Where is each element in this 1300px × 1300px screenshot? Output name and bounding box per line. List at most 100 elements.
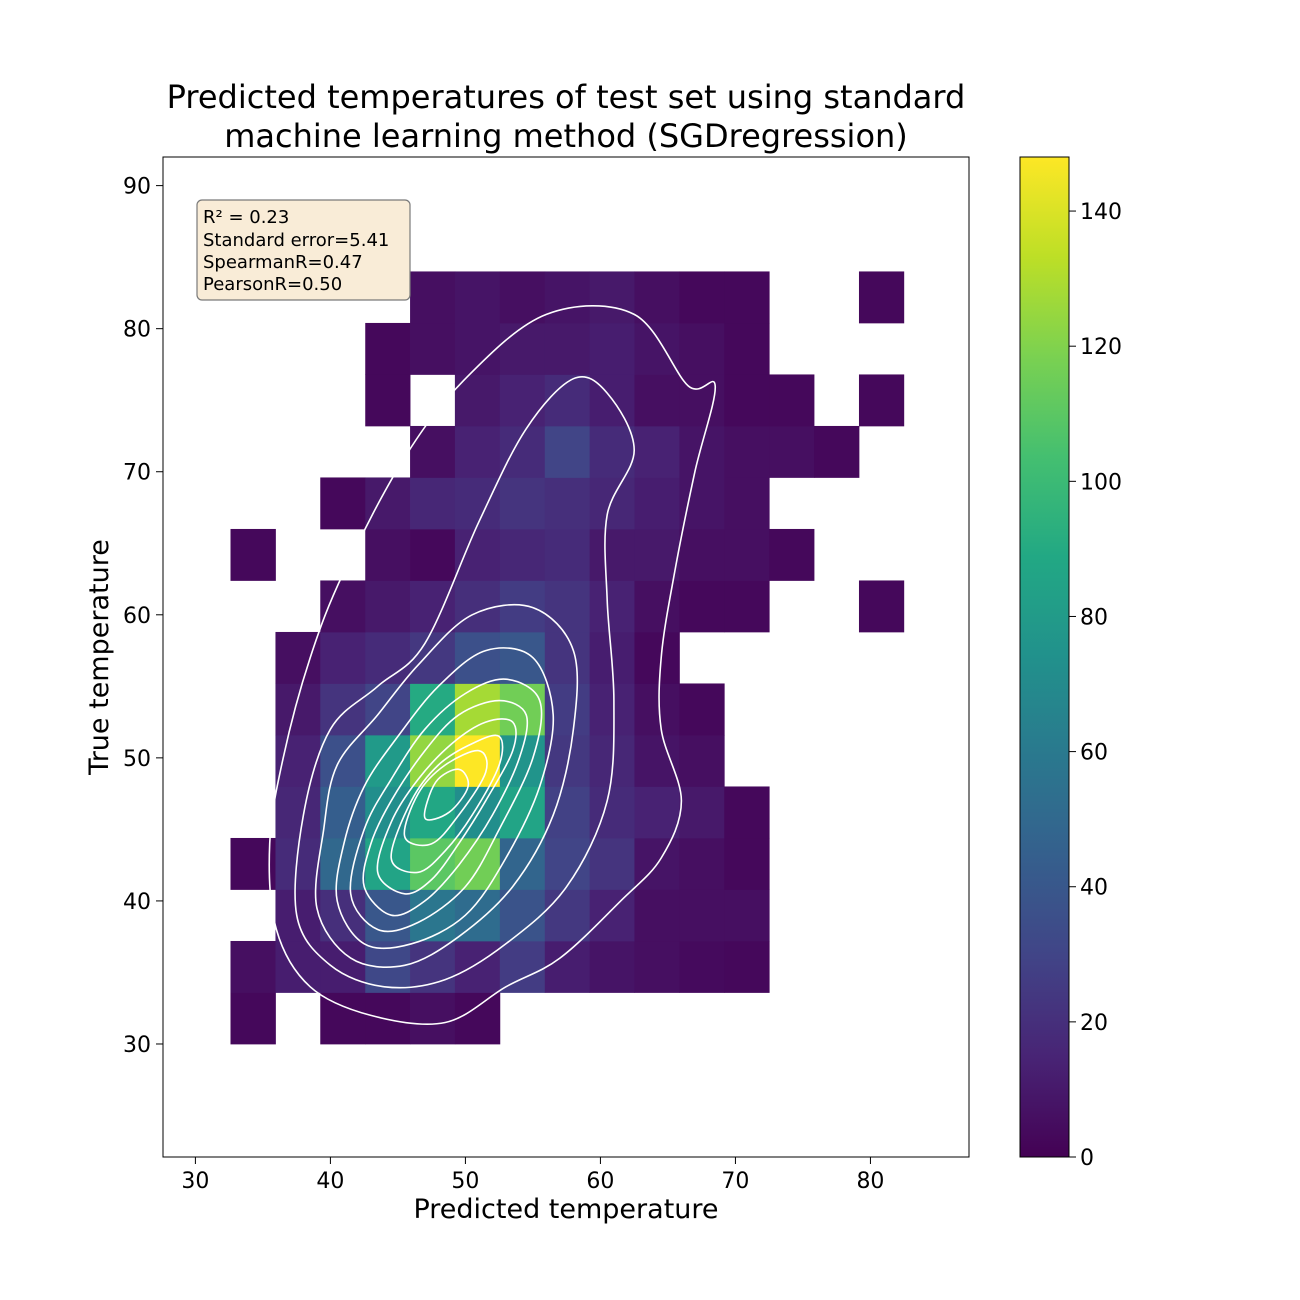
heatmap-cell bbox=[858, 374, 905, 427]
heatmap-cell bbox=[634, 631, 680, 684]
heatmap-cell bbox=[365, 528, 411, 581]
heatmap-cell bbox=[320, 477, 366, 530]
heatmap-cell bbox=[724, 580, 770, 633]
x-tick-label: 50 bbox=[451, 1169, 479, 1194]
heatmap-cell bbox=[544, 374, 591, 427]
x-tick-label: 30 bbox=[181, 1169, 209, 1194]
heatmap-cell bbox=[544, 631, 591, 684]
heatmap-cell bbox=[410, 889, 456, 942]
kde-contour bbox=[390, 734, 504, 874]
heatmap-cell bbox=[679, 786, 725, 839]
heatmap-cell bbox=[454, 271, 501, 324]
heatmap-cell bbox=[724, 786, 770, 839]
heatmap-cell bbox=[679, 271, 725, 324]
heatmap-cell bbox=[365, 683, 411, 736]
heatmap-cell bbox=[634, 889, 680, 942]
heatmap-cell bbox=[454, 374, 501, 427]
heatmap-cell bbox=[634, 940, 680, 993]
heatmap-cell bbox=[499, 322, 546, 375]
heatmap-cell bbox=[724, 425, 770, 478]
heatmap-cell bbox=[410, 580, 456, 633]
heatmap-cell bbox=[679, 683, 725, 736]
heatmap-cell bbox=[679, 940, 725, 993]
heatmap-cell bbox=[858, 580, 905, 633]
heatmap-cell bbox=[634, 786, 680, 839]
heatmap-cell bbox=[589, 271, 635, 324]
heatmap-cell bbox=[634, 734, 680, 787]
heatmap-cell bbox=[679, 425, 725, 478]
chart-title-line-2: machine learning method (SGDregression) bbox=[224, 117, 908, 155]
kde-contour bbox=[362, 699, 529, 917]
kde-contour bbox=[349, 678, 543, 933]
heatmap-cell bbox=[499, 477, 546, 530]
heatmap-cell bbox=[230, 992, 276, 1045]
stats-spearman-r: SpearmanR=0.47 bbox=[203, 252, 363, 273]
heatmap-cell bbox=[454, 477, 501, 530]
y-axis-label: True temperature bbox=[84, 539, 115, 776]
heatmap-cell bbox=[634, 322, 680, 375]
heatmap-cell bbox=[634, 580, 680, 633]
colorbar-tick-label: 120 bbox=[1080, 335, 1122, 360]
heatmap-cell bbox=[410, 322, 456, 375]
heatmap-cell bbox=[410, 271, 456, 324]
heatmap-cell bbox=[724, 322, 770, 375]
heatmap-cell bbox=[320, 631, 366, 684]
heatmap-cell bbox=[589, 683, 635, 736]
heatmap-cell bbox=[544, 683, 591, 736]
y-tick-label: 80 bbox=[123, 318, 151, 343]
y-tick-label: 40 bbox=[123, 890, 151, 915]
heatmap-cell bbox=[769, 374, 815, 427]
heatmap-cell bbox=[724, 271, 770, 324]
colorbar-tick-label: 100 bbox=[1080, 470, 1122, 495]
heatmap-cell bbox=[410, 940, 456, 993]
heatmap-cell bbox=[544, 425, 591, 478]
kde-contours bbox=[268, 305, 717, 1026]
heatmap-cell bbox=[365, 631, 411, 684]
heatmap-cell bbox=[365, 837, 411, 890]
heatmap-cell bbox=[544, 889, 591, 942]
kde-contour bbox=[268, 305, 717, 1026]
heatmap-cell bbox=[634, 374, 680, 427]
heatmap-cell bbox=[589, 837, 635, 890]
heatmap-cell bbox=[724, 374, 770, 427]
heatmap-cell bbox=[454, 580, 501, 633]
heatmap-cell bbox=[499, 631, 546, 684]
heatmap-cell bbox=[230, 528, 276, 581]
heatmap-cell bbox=[589, 322, 635, 375]
heatmap-cell bbox=[679, 528, 725, 581]
stats-pearson-r: PearsonR=0.50 bbox=[203, 274, 342, 295]
heatmap-cell bbox=[679, 477, 725, 530]
heatmap-cell bbox=[454, 425, 501, 478]
heatmap-cell bbox=[410, 528, 456, 581]
heatmap-cell bbox=[454, 631, 501, 684]
heatmap-cell bbox=[454, 940, 501, 993]
kde-contour bbox=[403, 749, 488, 847]
heatmap-cell bbox=[589, 786, 635, 839]
plot-frame bbox=[162, 156, 970, 1158]
heatmap-cell bbox=[544, 786, 591, 839]
kde-contour bbox=[335, 647, 555, 950]
chart-title-line-1: Predicted temperatures of test set using… bbox=[167, 78, 966, 116]
heatmap-cell bbox=[365, 580, 411, 633]
heatmap-cell bbox=[544, 322, 591, 375]
heatmap-cell bbox=[499, 940, 546, 993]
colorbar-ticks: 0 20 40 60 80 100 120 140 bbox=[1069, 200, 1122, 1171]
y-tick-label: 50 bbox=[123, 747, 151, 772]
heatmap-cell bbox=[679, 889, 725, 942]
heatmap-cell bbox=[365, 322, 411, 375]
heatmap-cell bbox=[454, 992, 501, 1045]
stats-r-squared: R² = 0.23 bbox=[203, 207, 289, 228]
heatmap-cells bbox=[230, 271, 905, 1045]
heatmap-cell bbox=[365, 889, 411, 942]
heatmap-cell bbox=[275, 631, 321, 684]
heatmap-cell bbox=[454, 528, 501, 581]
x-tick-label: 40 bbox=[316, 1169, 344, 1194]
heatmap-cell bbox=[320, 786, 366, 839]
x-tick-label: 70 bbox=[721, 1169, 749, 1194]
heatmap-cell bbox=[589, 580, 635, 633]
heatmap-cell bbox=[544, 837, 591, 890]
x-axis-label: Predicted temperature bbox=[413, 1194, 718, 1225]
y-axis-ticks: 30 40 50 60 70 80 90 bbox=[123, 175, 163, 1058]
heatmap-cell bbox=[724, 889, 770, 942]
heatmap-cell bbox=[544, 477, 591, 530]
